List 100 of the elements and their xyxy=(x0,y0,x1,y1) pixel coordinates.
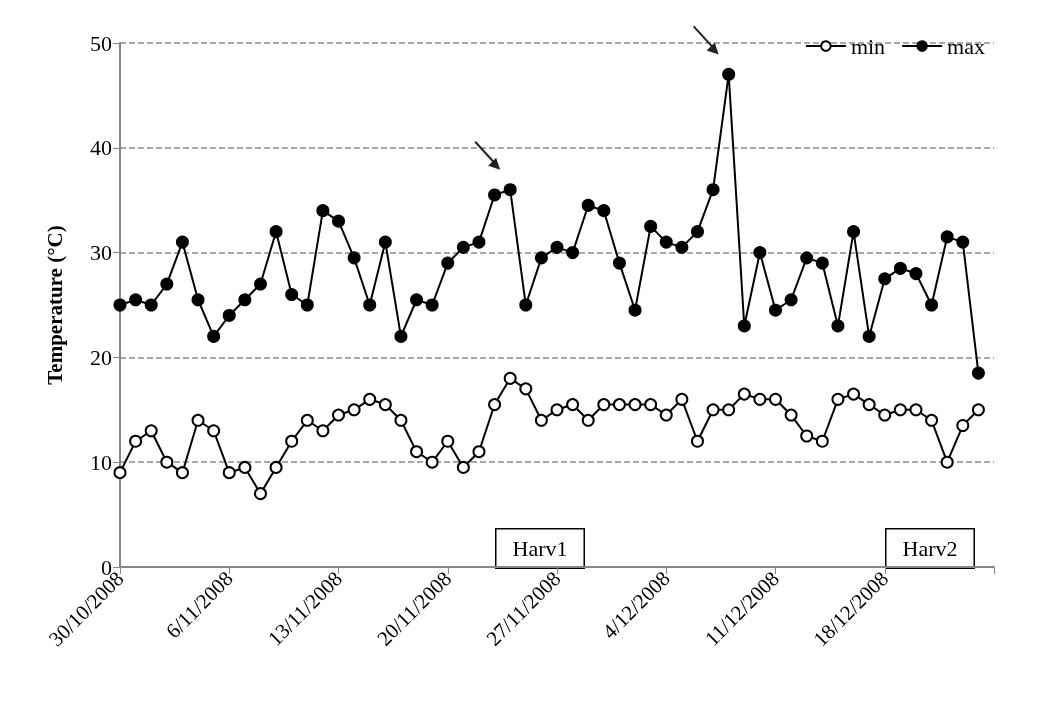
point xyxy=(441,434,455,448)
point xyxy=(831,319,845,333)
point xyxy=(925,298,939,312)
point xyxy=(363,392,377,406)
point xyxy=(222,466,236,480)
annotation: Harv2 xyxy=(902,536,958,561)
point xyxy=(847,387,861,401)
point xyxy=(129,293,143,307)
point xyxy=(612,256,626,270)
point xyxy=(253,277,267,291)
point xyxy=(659,408,673,422)
point xyxy=(253,487,267,501)
point xyxy=(113,298,127,312)
point xyxy=(644,398,658,412)
point xyxy=(144,298,158,312)
point xyxy=(456,460,470,474)
point xyxy=(753,246,767,260)
point xyxy=(316,424,330,438)
point xyxy=(488,398,502,412)
point xyxy=(332,408,345,422)
point xyxy=(862,329,876,343)
point xyxy=(971,403,985,417)
point xyxy=(878,408,892,422)
point xyxy=(800,429,814,443)
point xyxy=(628,303,642,317)
point xyxy=(722,403,736,417)
y-tick-label: 40 xyxy=(90,135,112,161)
point xyxy=(113,466,127,480)
point xyxy=(737,387,751,401)
point xyxy=(472,235,486,249)
point xyxy=(456,240,470,254)
point xyxy=(222,308,236,322)
point xyxy=(503,183,517,197)
point xyxy=(363,298,377,312)
point xyxy=(238,293,252,307)
point xyxy=(581,413,595,427)
point xyxy=(347,403,361,417)
point xyxy=(878,272,892,286)
point xyxy=(534,251,548,265)
point xyxy=(769,303,782,317)
point xyxy=(925,413,939,427)
point xyxy=(971,366,985,380)
y-tick-label: 50 xyxy=(90,30,112,56)
point xyxy=(581,198,595,212)
point xyxy=(238,460,252,474)
point xyxy=(612,398,626,412)
point xyxy=(332,214,345,228)
point xyxy=(534,413,548,427)
point xyxy=(129,434,143,448)
point xyxy=(706,403,720,417)
point xyxy=(956,419,970,433)
point xyxy=(550,403,564,417)
point xyxy=(909,403,923,417)
point xyxy=(175,466,189,480)
legend-label: min xyxy=(850,33,886,59)
point xyxy=(269,460,283,474)
point xyxy=(550,240,564,254)
point xyxy=(410,293,424,307)
point xyxy=(659,235,673,249)
point xyxy=(784,293,798,307)
point xyxy=(269,225,283,239)
point xyxy=(847,225,861,239)
y-tick-label: 20 xyxy=(90,344,112,370)
point xyxy=(472,445,486,459)
point xyxy=(597,398,611,412)
point xyxy=(191,413,205,427)
point xyxy=(300,413,314,427)
point xyxy=(815,256,829,270)
point xyxy=(753,392,767,406)
point xyxy=(644,219,658,233)
point xyxy=(597,204,611,218)
point xyxy=(316,204,330,218)
point xyxy=(410,445,424,459)
point xyxy=(893,403,907,417)
y-axis-title: Temperature (°C) xyxy=(42,225,67,385)
point xyxy=(956,235,970,249)
annotation: Harv1 xyxy=(512,536,568,561)
point xyxy=(488,188,502,202)
point xyxy=(394,329,408,343)
point xyxy=(347,251,361,265)
point xyxy=(628,398,642,412)
point xyxy=(784,408,798,422)
point xyxy=(722,67,736,81)
point xyxy=(940,455,954,469)
y-tick-label: 30 xyxy=(90,240,112,266)
point xyxy=(191,293,205,307)
point xyxy=(690,434,704,448)
point xyxy=(160,455,174,469)
point xyxy=(675,392,689,406)
point xyxy=(675,240,689,254)
point xyxy=(441,256,455,270)
point xyxy=(207,329,221,343)
point xyxy=(425,298,439,312)
point xyxy=(378,235,392,249)
point xyxy=(207,424,221,438)
point xyxy=(940,230,954,244)
point xyxy=(519,382,533,396)
point xyxy=(737,319,751,333)
point xyxy=(285,288,299,302)
point xyxy=(160,277,174,291)
